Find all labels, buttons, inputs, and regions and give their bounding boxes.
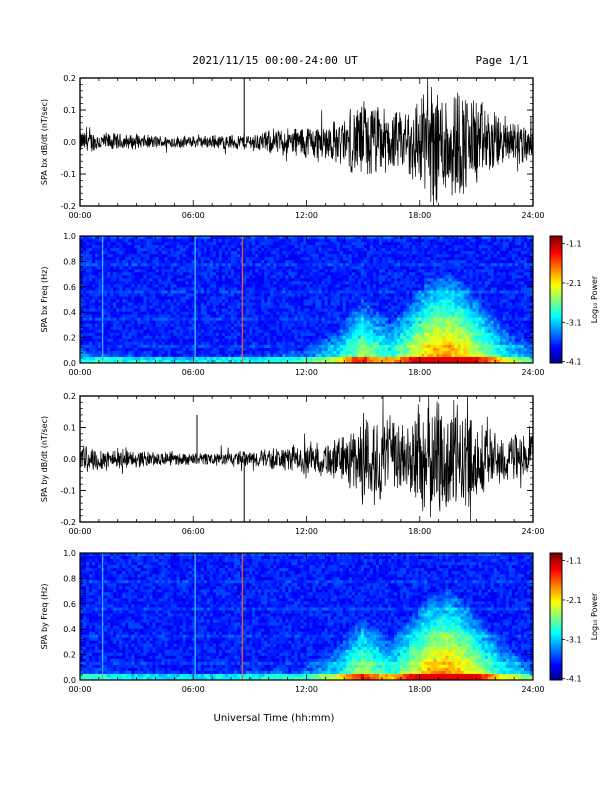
x-tick-label: 18:00 [408,527,431,536]
y-tick-label: 0.6 [63,600,76,609]
colorbar-tick-label: -4.1 [566,358,582,367]
by-dbdt-panel: 00:00 06:00 12:00 18:00 24:00 0.2 0.1 0.0 -0.1 -0… [40,392,545,536]
y-tick-label: 1.0 [63,549,76,558]
x-tick-label: 12:00 [295,685,318,694]
x-tick-label: 00:00 [68,685,91,694]
y-axis-title: SPA bx dB/dt (nT/sec) [40,99,49,185]
y-tick-label: 0.8 [63,257,76,266]
colorbar-title: Log₁₀ Power [590,592,599,640]
dbdt-trace [79,77,534,207]
plot-frame [79,77,534,207]
y-tick-label: 0.4 [63,625,76,634]
colorbar-frame [549,235,563,364]
y-tick-label: 0.8 [63,574,76,583]
y-tick-label: -0.2 [60,202,76,211]
x-tick-label: 24:00 [521,527,544,536]
y-tick-label: 0.0 [63,359,76,368]
x-tick-label: 12:00 [295,211,318,220]
y-tick-label: 0.2 [63,651,76,660]
y-tick-label: 0.1 [63,424,76,433]
colorbar-tick-label: -2.1 [566,279,582,288]
by-spectrogram-panel: 00:00 06:00 12:00 18:00 24:00 1.0 0.8 0.6 0.4 0.2… [40,549,599,694]
dbdt-trace [79,395,534,523]
y-axis-title: SPA by dB/dt (nT/sec) [40,416,49,502]
x-tick-label: 00:00 [68,527,91,536]
y-tick-label: 0.0 [63,676,76,685]
x-tick-label: 24:00 [521,211,544,220]
x-tick-label: 06:00 [182,527,205,536]
plot-frame [79,395,534,523]
spectrogram-image [80,553,534,681]
page-indicator: Page 1/1 [476,54,529,67]
y-tick-label: 0.4 [63,308,76,317]
y-tick-label: 0.1 [63,106,76,115]
x-tick-label: 12:00 [295,527,318,536]
spectrogram-image [80,236,534,364]
y-tick-label: -0.1 [60,170,76,179]
x-axis-title: Universal Time (hh:mm) [214,713,335,724]
y-tick-label: 0.6 [63,283,76,292]
x-tick-label: 06:00 [182,368,205,377]
y-tick-label: 0.2 [63,334,76,343]
colorbar-frame [549,552,563,681]
colorbar-title: Log₁₀ Power [590,275,599,323]
x-tick-label: 06:00 [182,685,205,694]
x-tick-label: 18:00 [408,211,431,220]
x-tick-label: 00:00 [68,211,91,220]
colorbar-tick-label: -2.1 [566,596,582,605]
y-tick-label: -0.1 [60,487,76,496]
x-tick-label: 24:00 [521,685,544,694]
bx-spectrogram-panel: 00:00 06:00 12:00 18:00 24:00 1.0 0.8 0.6 0.4 0.2… [40,232,599,377]
colorbar: -1.1 -2.1 -3.1 -4.1 Log₁₀ Power [549,235,599,367]
y-tick-label: 0.2 [63,74,76,83]
x-tick-label: 06:00 [182,211,205,220]
y-tick-label: -0.2 [60,518,76,527]
y-tick-label: 0.0 [63,138,76,147]
y-tick-label: 0.0 [63,455,76,464]
y-tick-label: 0.2 [63,392,76,401]
colorbar-tick-label: -1.1 [566,557,582,566]
x-tick-label: 00:00 [68,368,91,377]
x-tick-label: 18:00 [408,685,431,694]
x-tick-label: 24:00 [521,368,544,377]
y-axis-title: SPA by Freq (Hz) [40,584,49,650]
colorbar-tick-label: -3.1 [566,635,582,644]
x-tick-label: 18:00 [408,368,431,377]
y-axis-title: SPA bx Freq (Hz) [40,267,49,333]
colorbar-tick-label: -4.1 [566,675,582,684]
colorbar-tick-label: -3.1 [566,318,582,327]
colorbar: -1.1 -2.1 -3.1 -4.1 Log₁₀ Power [549,552,599,684]
y-tick-label: 1.0 [63,232,76,241]
x-tick-label: 12:00 [295,368,318,377]
bx-dbdt-panel: 00:00 06:00 12:00 18:00 24:00 0.2 0.1 0.0 -0.1 -0… [40,74,545,220]
colorbar-tick-label: -1.1 [566,240,582,249]
figure-title: 2021/11/15 00:00-24:00 UT [192,54,358,67]
